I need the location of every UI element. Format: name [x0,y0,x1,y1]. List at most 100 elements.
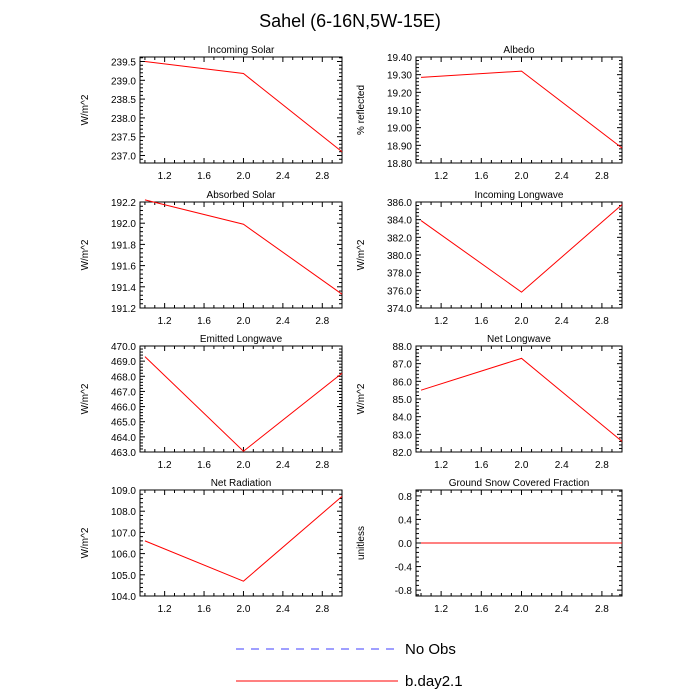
y-tick-label: 18.90 [387,141,412,152]
y-tick-label: 374.0 [387,304,412,315]
y-tick-label: 104.0 [111,592,136,603]
x-tick-label: 1.6 [474,171,488,182]
x-tick-label: 1.6 [197,171,211,182]
panel-title: Incoming Longwave [475,190,564,201]
y-tick-label: 191.2 [111,304,136,315]
y-tick-label: 192.0 [111,219,136,230]
y-tick-label: 468.0 [111,372,136,383]
y-axis-label: W/m^2 [80,239,91,270]
y-tick-label: 386.0 [387,198,412,209]
series-line-b-day2-1 [420,204,623,293]
y-tick-label: 19.30 [387,71,412,82]
x-tick-label: 2.8 [595,460,609,471]
x-tick-label: 1.2 [434,460,448,471]
x-tick-label: 2.8 [315,604,329,615]
panel-title: Absorbed Solar [207,190,277,201]
y-tick-label: 0.8 [398,492,412,503]
y-axis-label: W/m^2 [356,239,367,270]
x-tick-label: 1.2 [158,171,172,182]
x-tick-label: 1.6 [474,604,488,615]
y-tick-label: 237.5 [111,133,136,144]
x-tick-label: 1.6 [474,316,488,327]
series-line-b-day2-1 [144,199,343,295]
y-tick-label: 465.0 [111,418,136,429]
panel-7: Ground Snow Covered Fraction 1.2 1.6 2.0 2.4… [356,478,623,615]
series-line-b-day2-1 [144,61,343,153]
y-tick-label: 0.4 [398,515,412,526]
panel-title: Net Radiation [211,478,272,489]
y-tick-label: 106.0 [111,550,136,561]
y-tick-label: 88.0 [393,342,413,353]
panel-1: Albedo 1.2 1.6 2.0 2.4 2.8 18.80 18.90 19.00 19.1… [356,45,623,182]
y-axis-label: W/m^2 [80,383,91,414]
y-tick-label: 382.0 [387,233,412,244]
legend-b-day2-label: b.day2.1 [405,673,463,690]
x-tick-label: 2.4 [555,171,569,182]
x-tick-label: 2.4 [276,316,290,327]
x-tick-label: 1.6 [197,604,211,615]
y-tick-label: 376.0 [387,286,412,297]
y-axis-label: unitless [356,526,367,560]
plot-frame [139,201,343,309]
legend-no-obs-label: No Obs [405,641,456,658]
x-tick-label: 1.6 [474,460,488,471]
y-tick-label: 83.0 [393,430,413,441]
y-tick-label: 238.0 [111,114,136,125]
y-axis-label: W/m^2 [80,94,91,125]
x-tick-label: 2.4 [555,604,569,615]
y-tick-label: 191.6 [111,262,136,273]
x-tick-label: 2.0 [237,604,251,615]
panel-title: Incoming Solar [208,45,275,56]
x-tick-label: 2.8 [595,604,609,615]
x-tick-label: 2.0 [237,316,251,327]
series-line-b-day2-1 [144,356,343,452]
y-axis-label: W/m^2 [356,383,367,414]
x-tick-label: 1.2 [434,316,448,327]
y-tick-label: 19.20 [387,88,412,99]
series-line-b-day2-1 [420,70,623,149]
x-tick-label: 2.8 [595,171,609,182]
panel-5: Net Longwave 1.2 1.6 2.0 2.4 2.8 82.0 83.0 84.0 8… [356,334,623,471]
y-tick-label: 19.40 [387,53,412,64]
y-tick-label: 19.10 [387,106,412,117]
y-tick-label: 18.80 [387,159,412,170]
x-tick-label: 2.0 [237,460,251,471]
x-tick-label: 2.8 [315,171,329,182]
x-tick-label: 2.0 [515,604,529,615]
x-tick-label: 1.6 [197,460,211,471]
x-tick-label: 2.8 [315,316,329,327]
y-tick-label: 470.0 [111,342,136,353]
panel-title: Albedo [503,45,535,56]
panel-2: Absorbed Solar 1.2 1.6 2.0 2.4 2.8 191.2 191.4 1… [80,190,343,327]
plot-frame [139,345,343,453]
y-tick-label: 378.0 [387,269,412,280]
y-tick-label: 191.4 [111,283,136,294]
plot-frame [415,201,623,309]
x-tick-label: 1.2 [158,460,172,471]
x-tick-label: 1.2 [434,604,448,615]
y-tick-label: 108.0 [111,507,136,518]
x-tick-label: 1.2 [158,316,172,327]
x-tick-label: 2.8 [315,460,329,471]
x-tick-label: 1.2 [158,604,172,615]
y-tick-label: 84.0 [393,413,413,424]
y-tick-label: 86.0 [393,377,413,388]
y-tick-label: 82.0 [393,448,413,459]
y-tick-label: 463.0 [111,448,136,459]
x-tick-label: 2.0 [237,171,251,182]
y-tick-label: 85.0 [393,395,413,406]
panel-title: Net Longwave [487,334,551,345]
panel-title: Emitted Longwave [200,334,283,345]
y-tick-label: 192.2 [111,198,136,209]
panel-3: Incoming Longwave 1.2 1.6 2.0 2.4 2.8 374.0 376… [356,190,623,327]
y-tick-label: 464.0 [111,433,136,444]
x-tick-label: 1.2 [434,171,448,182]
x-tick-label: 2.4 [276,460,290,471]
x-tick-label: 2.4 [555,460,569,471]
y-tick-label: 0.0 [398,539,412,550]
y-tick-label: 239.5 [111,58,136,69]
x-tick-label: 2.0 [515,316,529,327]
y-tick-label: 105.0 [111,571,136,582]
x-tick-label: 2.4 [276,171,290,182]
plot-frame [139,489,343,597]
